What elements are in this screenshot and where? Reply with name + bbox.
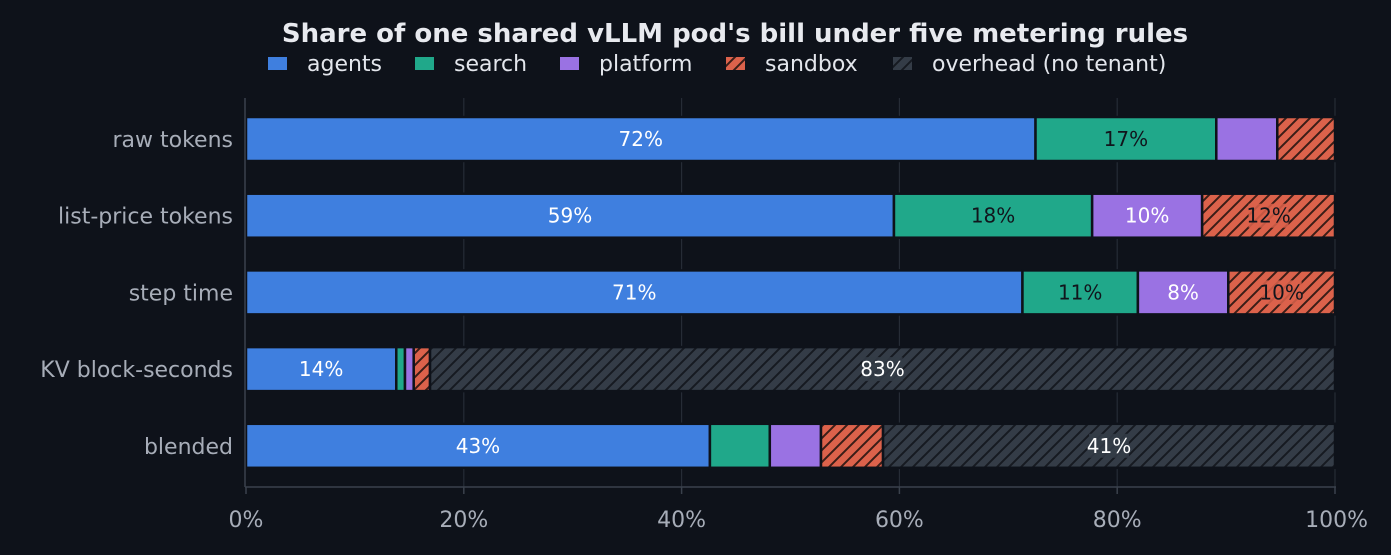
legend-item-agents: agents <box>268 52 382 77</box>
data-label-search-list-price-tokens: 18% <box>971 204 1015 228</box>
legend-item-overhead-no-tenant: overhead (no tenant) <box>893 52 1166 77</box>
x-tick-label: 80% <box>1093 508 1142 533</box>
bar-row-list-price-tokens: 59% 18% 10% 12% list-price tokens <box>58 192 1337 239</box>
legend-swatch <box>726 57 745 70</box>
bar-search-blended <box>708 422 772 470</box>
data-label-bg <box>1248 203 1289 228</box>
category-label: raw tokens <box>113 128 234 153</box>
data-label-agents-raw-tokens: 72% <box>619 127 663 151</box>
bar-agents-list-price-tokens <box>244 192 896 239</box>
axes: 0% 20% 40% 60% 80% 100% <box>229 98 1368 533</box>
bar-platform-raw-tokens <box>1215 115 1279 163</box>
bar-search-kv-block-seconds <box>395 345 407 393</box>
x-tick-label: 0% <box>229 508 264 533</box>
data-label-agents-step-time: 71% <box>612 280 656 304</box>
bar-sandbox-raw-tokens <box>1276 115 1337 163</box>
legend-item-search: search <box>415 52 527 77</box>
legend-item-platform: platform <box>560 52 692 77</box>
data-label-search-raw-tokens: 17% <box>1104 127 1148 151</box>
bar-platform-kv-block-seconds <box>403 345 415 393</box>
bar-sandbox-kv-block-seconds <box>412 345 432 393</box>
data-label-bg <box>1089 433 1130 458</box>
legend-item-sandbox: sandbox <box>726 52 858 77</box>
x-tick-label: 100% <box>1305 508 1368 533</box>
data-label-bg <box>1261 280 1302 305</box>
data-label-platform-step-time: 8% <box>1167 280 1199 304</box>
x-tick-label: 20% <box>439 508 488 533</box>
data-label-overhead-no-tenant-kv-block-seconds: 83% <box>860 357 904 381</box>
legend: agents search platform sandbox overhead (no … <box>268 52 1166 77</box>
category-label: blended <box>144 435 233 460</box>
category-label: step time <box>129 281 233 306</box>
bar-platform-blended <box>768 422 823 470</box>
legend-label: search <box>454 52 527 77</box>
data-label-sandbox-step-time: 10% <box>1259 280 1303 304</box>
data-label-bg <box>862 357 903 382</box>
bar-search-step-time <box>1021 269 1140 316</box>
data-label-agents-list-price-tokens: 59% <box>548 204 592 228</box>
category-label: list-price tokens <box>58 205 233 230</box>
chart-title: Share of one shared vLLM pod's bill unde… <box>282 19 1188 49</box>
data-label-platform-list-price-tokens: 10% <box>1125 204 1169 228</box>
bar-agents-step-time <box>244 269 1024 316</box>
legend-swatch <box>560 57 579 70</box>
legend-label: agents <box>307 52 382 77</box>
data-label-search-step-time: 11% <box>1058 280 1102 304</box>
bar-agents-blended <box>244 422 712 470</box>
bar-sandbox-blended <box>819 422 885 470</box>
data-label-overhead-no-tenant-blended: 41% <box>1087 434 1131 458</box>
bar-row-blended: 43% 41% blended <box>144 422 1337 470</box>
bar-row-raw-tokens: 72% 17% raw tokens <box>113 115 1337 163</box>
bars: 72% 17% raw tokens 59% 18% 10% 12% list-price t… <box>40 115 1337 470</box>
legend-swatch <box>893 57 912 70</box>
x-tick-label: 60% <box>875 508 924 533</box>
data-label-agents-blended: 43% <box>456 434 500 458</box>
bar-platform-list-price-tokens <box>1090 192 1204 239</box>
data-label-agents-kv-block-seconds: 14% <box>299 357 343 381</box>
legend-swatch <box>268 57 287 70</box>
bar-platform-step-time <box>1136 269 1230 316</box>
bar-row-kv-block-seconds: 14% 83% KV block-seconds <box>40 345 1337 393</box>
legend-label: overhead (no tenant) <box>932 52 1166 77</box>
bar-row-step-time: 71% 11% 8% 10% step time <box>129 269 1337 316</box>
legend-swatch <box>415 57 434 70</box>
legend-label: sandbox <box>765 52 858 77</box>
x-tick-label: 40% <box>657 508 706 533</box>
data-label-sandbox-list-price-tokens: 12% <box>1246 204 1290 228</box>
category-label: KV block-seconds <box>40 358 233 383</box>
bar-agents-kv-block-seconds <box>244 345 398 393</box>
legend-label: platform <box>599 52 692 77</box>
